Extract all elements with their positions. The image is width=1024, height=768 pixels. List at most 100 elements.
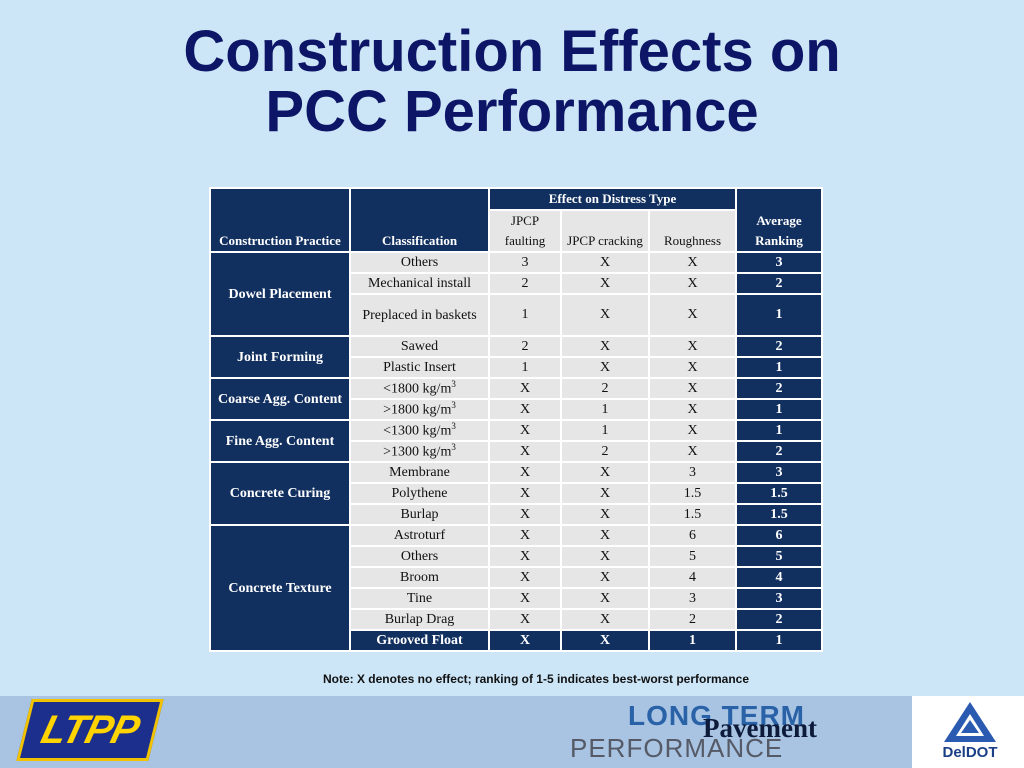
cell-jpcp-cracking: X [560, 587, 650, 610]
cell-jpcp-cracking: X [560, 482, 650, 505]
cell-average-ranking: 1 [735, 293, 823, 337]
table-row: Concrete Curing Membrane X X 3 3 [209, 461, 823, 526]
cell-construction-practice: Dowel Placement [209, 251, 351, 337]
table-row: Plastic Insert 1 X X 1 [210, 356, 823, 379]
cell-roughness: X [648, 293, 737, 337]
cell-classification: Others [349, 251, 490, 274]
header-classification: Classification [349, 187, 490, 253]
footer-banner: LTPP LONG TERM Pavement PERFORMANCE DelD… [0, 696, 1024, 768]
cell-jpcp-faulting: X [488, 629, 562, 652]
cell-jpcp-faulting: X [488, 587, 562, 610]
cell-classification: Grooved Float [349, 629, 490, 652]
cell-classification: Astroturf [349, 524, 490, 547]
cell-average-ranking: 3 [735, 461, 823, 484]
table-row: Polythene X X 1.5 1.5 [210, 482, 823, 505]
unit-exponent: 3 [451, 400, 456, 411]
cell-classification: Others [349, 545, 490, 568]
cell-jpcp-faulting: X [488, 461, 562, 484]
ltp-wordmark-pavement: Pavement [703, 713, 817, 743]
cell-jpcp-cracking: X [560, 608, 650, 631]
cell-jpcp-faulting: 1 [488, 356, 562, 379]
cell-average-ranking: 2 [735, 335, 823, 358]
cell-jpcp-cracking: X [560, 293, 650, 337]
cell-classification: Membrane [349, 461, 490, 484]
cell-average-ranking: 2 [735, 377, 823, 400]
cell-jpcp-cracking: X [560, 503, 650, 526]
cell-roughness: X [648, 419, 737, 442]
cell-jpcp-cracking: X [560, 545, 650, 568]
cell-classification: Preplaced in baskets [349, 293, 490, 337]
cell-classification: >1300 kg/m3 [349, 440, 490, 463]
classification-text: >1300 kg/m [383, 444, 452, 460]
cell-average-ranking: 6 [735, 524, 823, 547]
table-row: Joint Forming Sawed 2 X X 2 [209, 335, 823, 379]
cell-classification: Polythene [349, 482, 490, 505]
cell-roughness: 3 [648, 587, 737, 610]
cell-average-ranking: 2 [735, 272, 823, 295]
header-jpcp-faulting: JPCP faulting [488, 209, 562, 253]
cell-classification: Tine [349, 587, 490, 610]
table-row: Dowel Placement Others 3 X X 3 [209, 251, 823, 337]
cell-jpcp-cracking: X [560, 251, 650, 274]
cell-roughness: X [648, 356, 737, 379]
cell-classification: Burlap [349, 503, 490, 526]
ltp-wordmark-performance: PERFORMANCE [570, 733, 784, 763]
table-row: Preplaced in baskets 1 X X 1 [210, 293, 823, 337]
header-average-ranking: Average Ranking [735, 187, 823, 253]
cell-roughness: 3 [648, 461, 737, 484]
cell-roughness: X [648, 398, 737, 421]
deldot-triangle-icon [944, 702, 996, 742]
table-row: Broom X X 4 4 [210, 566, 823, 589]
slide-title: Construction Effects on PCC Performance [0, 22, 1024, 142]
table-row: Burlap Drag X X 2 2 [210, 608, 823, 631]
unit-exponent: 3 [451, 379, 456, 390]
cell-construction-practice: Fine Agg. Content [209, 419, 351, 463]
slide-title-line-1: Construction Effects on [183, 19, 841, 84]
deldot-logo-text: DelDOT [942, 744, 998, 761]
unit-exponent: 3 [451, 442, 456, 453]
cell-jpcp-faulting: X [488, 398, 562, 421]
header-construction-practice: Construction Practice [209, 187, 351, 253]
cell-classification: >1800 kg/m3 [349, 398, 490, 421]
table-row: Others X X 5 5 [210, 545, 823, 568]
ltp-wordmark-long-term: LONG TERM [628, 700, 805, 731]
cell-roughness: 1.5 [648, 482, 737, 505]
cell-jpcp-faulting: 1 [488, 293, 562, 337]
cell-jpcp-faulting: X [488, 440, 562, 463]
cell-jpcp-faulting: X [488, 524, 562, 547]
cell-jpcp-cracking: X [560, 461, 650, 484]
cell-construction-practice: Coarse Agg. Content [209, 377, 351, 421]
cell-jpcp-faulting: X [488, 545, 562, 568]
cell-classification: Sawed [349, 335, 490, 358]
cell-jpcp-cracking: X [560, 524, 650, 547]
slide-title-line-2: PCC Performance [265, 79, 759, 144]
cell-jpcp-faulting: 3 [488, 251, 562, 274]
cell-roughness: X [648, 377, 737, 400]
cell-roughness: X [648, 251, 737, 274]
cell-average-ranking: 1 [735, 398, 823, 421]
cell-average-ranking: 1 [735, 629, 823, 652]
cell-average-ranking: 5 [735, 545, 823, 568]
cell-roughness: 2 [648, 608, 737, 631]
cell-jpcp-faulting: X [488, 566, 562, 589]
cell-roughness: 1.5 [648, 503, 737, 526]
header-jpcp-cracking: JPCP cracking [560, 209, 650, 253]
table-row: Mechanical install 2 X X 2 [210, 272, 823, 295]
cell-jpcp-faulting: X [488, 608, 562, 631]
cell-jpcp-cracking: X [560, 629, 650, 652]
cell-jpcp-faulting: X [488, 482, 562, 505]
cell-jpcp-cracking: X [560, 566, 650, 589]
footnote: Note: X denotes no effect; ranking of 1-… [322, 672, 750, 686]
cell-average-ranking: 2 [735, 440, 823, 463]
ltpp-logo-text: LTPP [36, 708, 144, 752]
cell-roughness: 6 [648, 524, 737, 547]
classification-text: <1800 kg/m [383, 381, 452, 397]
cell-classification: Plastic Insert [349, 356, 490, 379]
cell-classification: Mechanical install [349, 272, 490, 295]
cell-roughness: 4 [648, 566, 737, 589]
cell-average-ranking: 1.5 [735, 482, 823, 505]
cell-roughness: 5 [648, 545, 737, 568]
cell-jpcp-cracking: 1 [560, 398, 650, 421]
classification-text: <1300 kg/m [383, 423, 452, 439]
cell-roughness: X [648, 272, 737, 295]
